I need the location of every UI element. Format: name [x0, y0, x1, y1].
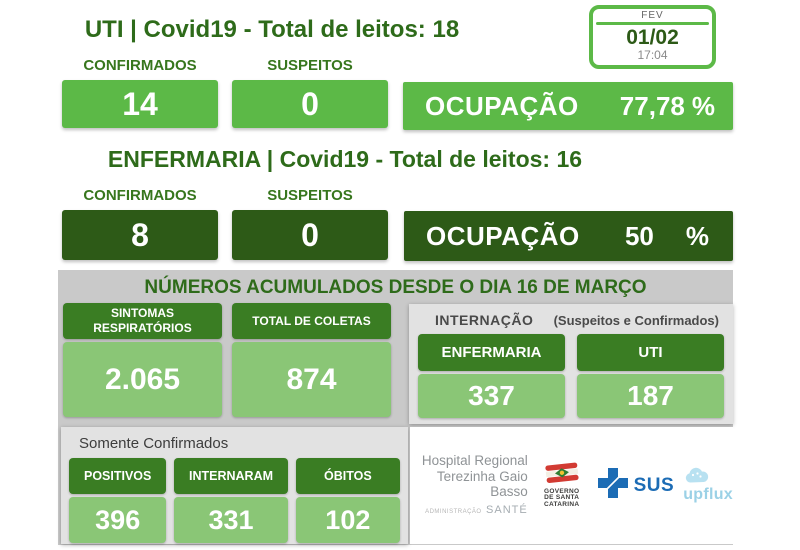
internacao-uti-label: UTI	[577, 334, 724, 371]
acumulados-container: NÚMEROS ACUMULADOS DESDE O DIA 16 DE MAR…	[58, 270, 733, 545]
internaram-label: INTERNARAM	[174, 458, 288, 494]
hospital-name-line1: Hospital Regional	[421, 453, 528, 469]
uti-suspeitos-value: 0	[232, 80, 388, 128]
uti-ocupacao-label: OCUPAÇÃO	[425, 90, 579, 121]
enfermaria-ocupacao-label: OCUPAÇÃO	[426, 220, 580, 251]
hospital-logo: Hospital Regional Terezinha Gaio Basso A…	[410, 453, 528, 518]
date-divider	[596, 22, 709, 25]
enfermaria-confirmados-value: 8	[62, 210, 218, 260]
sus-logo: SUS	[596, 466, 675, 505]
governo-line1: GOVERNO	[544, 487, 580, 495]
obitos-label: ÓBITOS	[295, 458, 400, 494]
upflux-logo: upflux	[683, 467, 733, 504]
uti-ocupacao-unit: %	[691, 90, 715, 121]
uti-suspeitos-label: SUSPEITOS	[267, 57, 353, 74]
internacao-sublabel: (Suspeitos e Confirmados)	[553, 313, 719, 328]
obitos-card: ÓBITOS 102	[295, 458, 400, 543]
upflux-cloud-icon	[683, 467, 711, 489]
sintomas-respiratorios-value: 2.065	[63, 342, 222, 417]
internacao-uti-value: 187	[577, 374, 724, 418]
governo-line2: DE SANTA	[544, 494, 580, 502]
positivos-card: POSITIVOS 396	[69, 458, 167, 543]
internacao-enfermaria-card: ENFERMARIA 337	[418, 334, 565, 418]
sante-label: SANTÉ	[486, 503, 528, 516]
enfermaria-ocupacao-card: OCUPAÇÃO 50 %	[404, 211, 733, 261]
enfermaria-ocupacao-value: 50	[624, 220, 654, 251]
obitos-value: 102	[295, 497, 400, 543]
uti-confirmados-value: 14	[62, 80, 218, 128]
internacao-label: INTERNAÇÃO	[435, 312, 534, 328]
internacao-panel: INTERNAÇÃO (Suspeitos e Confirmados) ENF…	[409, 304, 733, 424]
governo-sc-logo: GOVERNO DE SANTA CATARINA	[537, 462, 587, 509]
positivos-value: 396	[69, 497, 167, 543]
santa-catarina-flag-icon	[543, 462, 581, 488]
administracao-label: ADMINISTRAÇÃO	[425, 508, 482, 515]
governo-line3: CATARINA	[543, 501, 580, 509]
internacao-enfermaria-label: ENFERMARIA	[418, 334, 565, 371]
sus-wordmark: SUS	[633, 474, 675, 496]
enfermaria-ocupacao-unit: %	[685, 220, 709, 251]
enfermaria-suspeitos-value: 0	[232, 210, 388, 260]
sintomas-respiratorios-label: SINTOMAS RESPIRATÓRIOS	[63, 303, 222, 339]
uti-confirmados-label: CONFIRMADOS	[83, 57, 197, 74]
internaram-card: INTERNARAM 331	[174, 458, 288, 543]
acumulados-title: NÚMEROS ACUMULADOS DESDE O DIA 16 DE MAR…	[144, 277, 647, 298]
enfermaria-confirmados-label: CONFIRMADOS	[83, 187, 197, 204]
internaram-value: 331	[174, 497, 288, 543]
hospital-name-line2: Terezinha Gaio Basso	[436, 468, 528, 500]
time-value: 17:04	[637, 48, 668, 62]
date-month-label: FEV	[641, 10, 664, 21]
positivos-label: POSITIVOS	[69, 458, 167, 494]
date-widget: FEV 01/02 17:04	[589, 5, 716, 69]
total-coletas-value: 874	[232, 342, 391, 417]
enfermaria-suspeitos-label: SUSPEITOS	[267, 187, 353, 204]
uti-ocupacao-card: OCUPAÇÃO 77,78 %	[403, 82, 733, 130]
uti-section-title: UTI | Covid19 - Total de leitos: 18	[84, 16, 460, 43]
total-coletas-card: TOTAL DE COLETAS 874	[232, 303, 391, 417]
somente-confirmados-label: Somente Confirmados	[79, 435, 229, 452]
uti-ocupacao-value: 77,78	[619, 90, 685, 121]
logos-panel: Hospital Regional Terezinha Gaio Basso A…	[410, 427, 733, 544]
total-coletas-label: TOTAL DE COLETAS	[232, 303, 391, 339]
sintomas-respiratorios-card: SINTOMAS RESPIRATÓRIOS 2.065	[63, 303, 222, 417]
internacao-uti-card: UTI 187	[577, 334, 724, 418]
sus-cross-icon	[596, 466, 630, 505]
somente-confirmados-panel: Somente Confirmados POSITIVOS 396 INTERN…	[61, 427, 408, 544]
upflux-wordmark: upflux	[683, 486, 733, 503]
enfermaria-section-title: ENFERMARIA | Covid19 - Total de leitos: …	[107, 146, 583, 172]
date-value: 01/02	[626, 26, 679, 49]
internacao-enfermaria-value: 337	[418, 374, 565, 418]
